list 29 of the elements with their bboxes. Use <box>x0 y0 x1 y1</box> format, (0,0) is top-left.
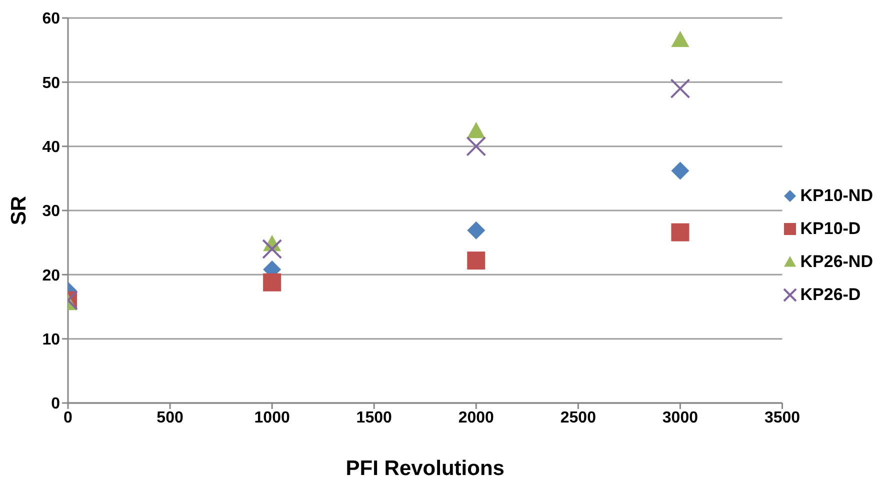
y-tick-label: 40 <box>42 139 60 156</box>
point <box>671 223 690 242</box>
y-tick-label: 60 <box>42 10 60 28</box>
point <box>670 78 690 99</box>
x-tick-label: 1500 <box>356 409 392 426</box>
point <box>467 122 486 138</box>
x-tick-label: 500 <box>156 409 184 426</box>
x-tick-label: 3000 <box>662 409 698 426</box>
y-tick-label: 50 <box>42 74 60 92</box>
x-tick-label: 2500 <box>560 409 596 426</box>
x-axis-title: PFI Revolutions <box>346 457 504 480</box>
legend-label: KP26-ND <box>800 252 873 272</box>
y-tick-label: 30 <box>42 203 60 220</box>
y-tick-label: 0 <box>51 396 60 413</box>
y-axis-title: SR <box>7 196 30 226</box>
point <box>467 221 486 240</box>
point <box>671 30 690 48</box>
legend-label: KP10-ND <box>800 186 873 206</box>
point <box>467 252 486 270</box>
x-tick-label: 2000 <box>458 409 494 426</box>
y-tick-label: 20 <box>42 267 60 284</box>
y-tick-label: 10 <box>42 332 60 349</box>
x-tick-label: 3500 <box>764 409 800 426</box>
legend-label: KP10-D <box>800 219 861 239</box>
x-tick-label: 0 <box>64 409 73 426</box>
point <box>671 162 690 180</box>
point <box>466 136 486 156</box>
x-tick-label: 1000 <box>254 409 290 426</box>
legend-label: KP26-D <box>800 285 861 305</box>
